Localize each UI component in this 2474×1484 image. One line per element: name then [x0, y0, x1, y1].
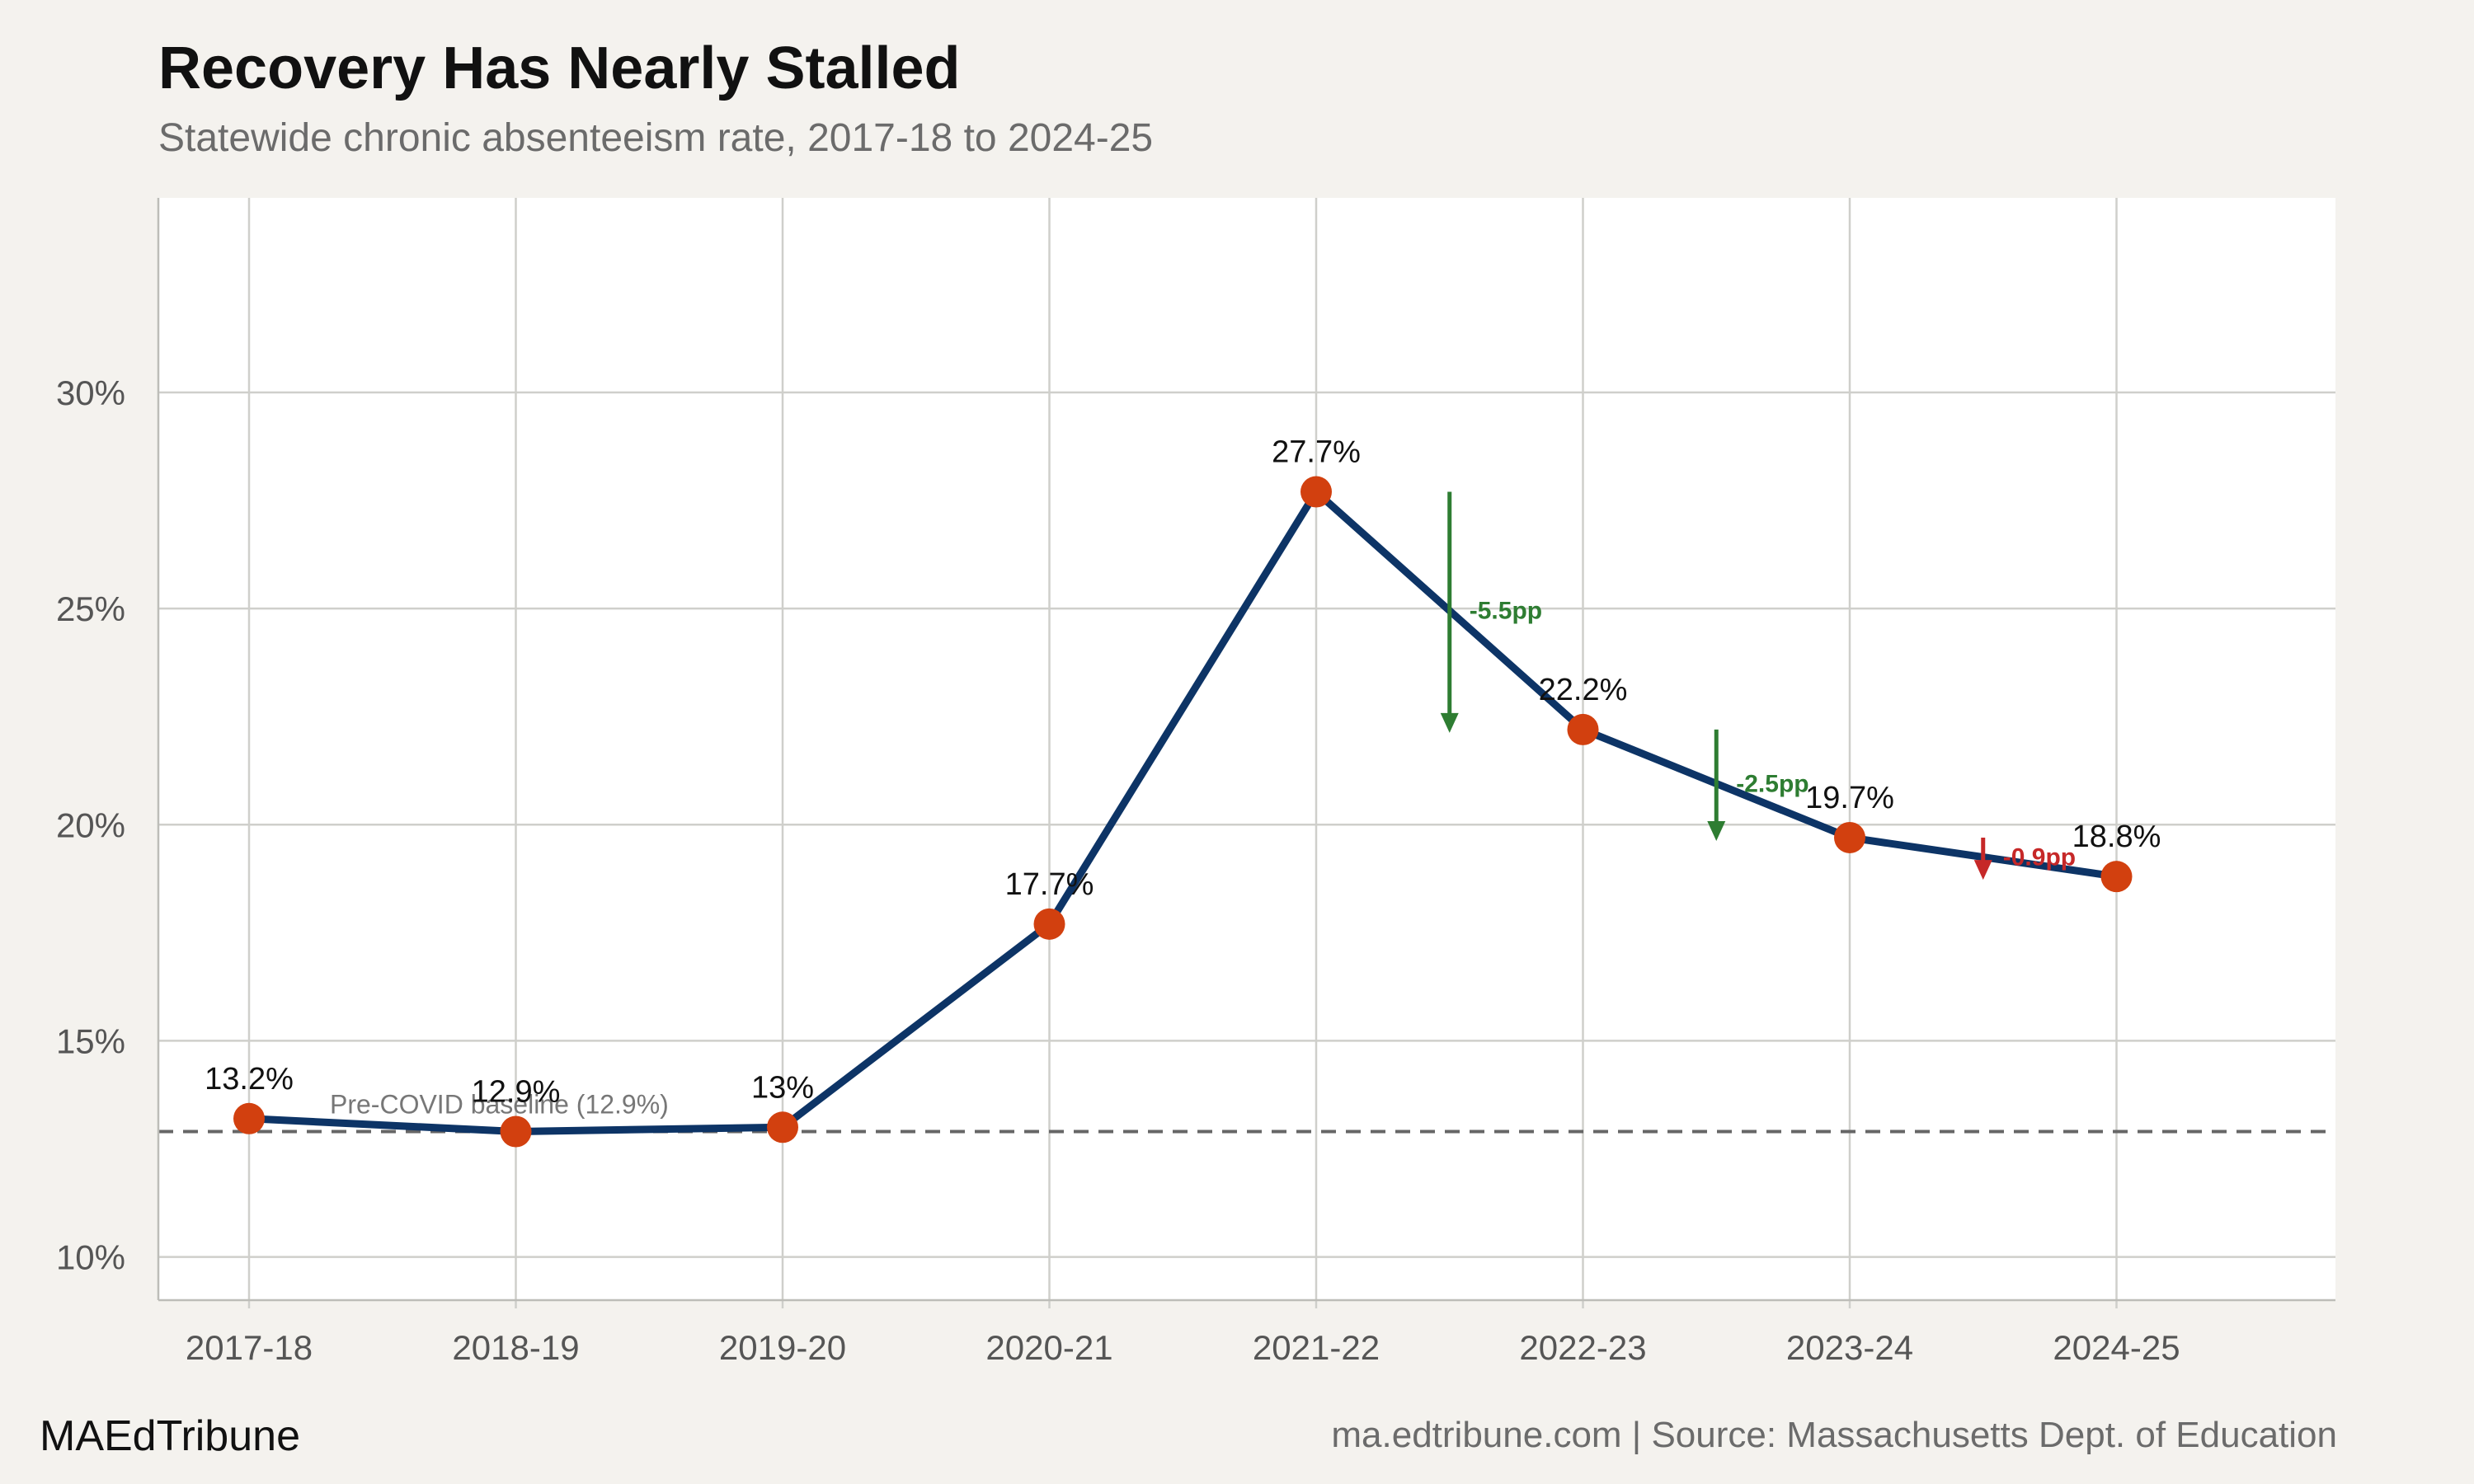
y-tick-label: 10% — [56, 1238, 125, 1277]
change-label: -5.5pp — [1470, 598, 1542, 625]
change-arrow: -0.9pp — [1973, 837, 2076, 881]
data-label: 27.7% — [1272, 435, 1361, 470]
x-tick-label: 2017-18 — [186, 1328, 313, 1367]
change-annotations: -5.5pp -2.5pp -0.9pp — [1440, 491, 2076, 881]
data-labels: 13.2% 12.9% 13% 17.7% 27.7% 22.2% 19.7% 18.8% — [205, 435, 2161, 1110]
data-label: 22.2% — [1539, 673, 1628, 707]
data-point — [233, 1102, 265, 1134]
change-arrow-head — [1707, 820, 1726, 841]
chart-title: Recovery Has Nearly Stalled — [158, 35, 961, 101]
series-polyline — [245, 488, 2120, 1136]
axis-ticks: 10% 15% 20% 25% 30% 2017-18 2018-19 2019-20 2020… — [56, 198, 2335, 1367]
baseline: Pre-COVID baseline (12.9%) — [158, 1090, 2335, 1134]
data-point — [1834, 821, 1865, 853]
data-label: 17.7% — [1005, 867, 1094, 902]
data-label: 13.2% — [205, 1062, 294, 1097]
x-tick-label: 2023-24 — [1786, 1328, 1913, 1367]
x-tick-label: 2022-23 — [1519, 1328, 1646, 1367]
x-tick-label: 2021-22 — [1253, 1328, 1380, 1367]
data-point — [1567, 713, 1599, 745]
x-tick-label: 2024-25 — [2053, 1328, 2180, 1367]
plot-panel — [158, 198, 2335, 1300]
data-label: 13% — [751, 1070, 814, 1105]
data-points — [233, 476, 2133, 1148]
plot-background — [158, 198, 2335, 1300]
data-point — [2100, 861, 2133, 893]
baseline-label: Pre-COVID baseline (12.9%) — [330, 1090, 669, 1120]
data-label: 19.7% — [1805, 781, 1894, 815]
change-label: -2.5pp — [1736, 770, 1808, 797]
y-tick-label: 20% — [56, 805, 125, 844]
y-tick-label: 15% — [56, 1021, 125, 1060]
y-tick-label: 25% — [56, 589, 125, 628]
data-point — [1300, 476, 1332, 508]
data-point — [500, 1115, 532, 1148]
x-tick-label: 2020-21 — [985, 1328, 1112, 1367]
x-tick-label: 2018-19 — [452, 1328, 579, 1367]
chart-subtitle: Statewide chronic absenteeism rate, 2017… — [158, 116, 1154, 160]
change-arrow-head — [1973, 860, 1992, 881]
change-label: -0.9pp — [2003, 844, 2076, 871]
change-arrow-head — [1440, 712, 1459, 733]
brand-label: MAEdTribune — [40, 1412, 300, 1460]
y-tick-label: 30% — [56, 373, 125, 412]
source-label: ma.edtribune.com | Source: Massachusetts… — [1331, 1415, 2337, 1455]
series-line — [245, 488, 2120, 1136]
x-tick-label: 2019-20 — [719, 1328, 846, 1367]
data-label: 12.9% — [472, 1075, 561, 1110]
data-label: 18.8% — [2072, 819, 2161, 854]
data-point — [767, 1111, 798, 1144]
change-arrow: -2.5pp — [1707, 729, 1809, 841]
data-point — [1033, 908, 1065, 940]
change-arrow: -5.5pp — [1440, 491, 1542, 733]
